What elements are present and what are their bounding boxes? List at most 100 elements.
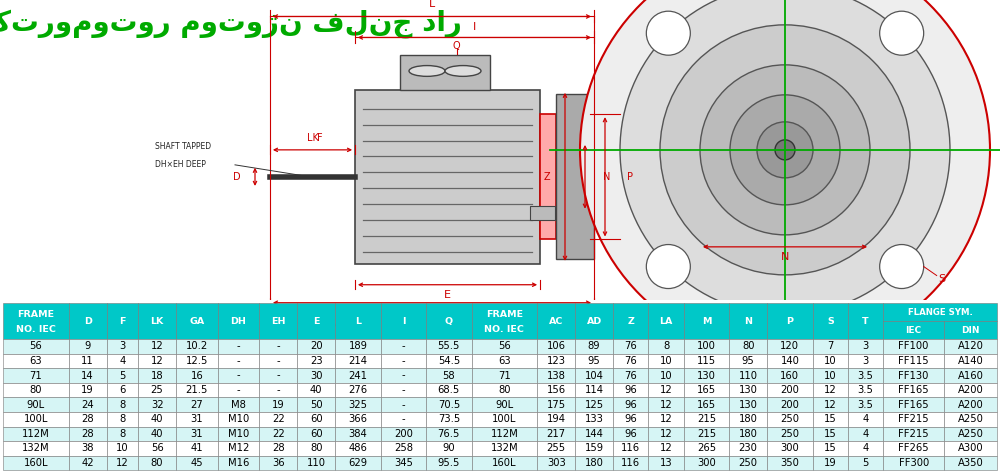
Bar: [176, 383, 218, 397]
Text: 19: 19: [272, 400, 285, 410]
Text: SHAFT TAPPED: SHAFT TAPPED: [155, 143, 211, 152]
Bar: [69, 339, 107, 354]
Bar: [813, 427, 848, 441]
Text: FRAME: FRAME: [17, 310, 54, 319]
Text: 250: 250: [739, 458, 758, 468]
Bar: [729, 368, 767, 383]
Text: 96: 96: [624, 400, 637, 410]
Text: 96: 96: [624, 385, 637, 395]
Text: -: -: [402, 385, 405, 395]
Ellipse shape: [646, 11, 690, 55]
Bar: [883, 427, 944, 441]
Text: 250: 250: [780, 414, 799, 424]
Text: DIN: DIN: [961, 326, 980, 335]
Text: 25: 25: [151, 385, 163, 395]
Bar: [648, 397, 684, 412]
Bar: [176, 303, 218, 339]
Bar: [381, 397, 426, 412]
Bar: [575, 427, 613, 441]
Text: 6: 6: [119, 385, 126, 395]
Bar: [69, 441, 107, 455]
Text: L: L: [429, 0, 435, 9]
Bar: [648, 354, 684, 368]
Text: A250: A250: [958, 429, 983, 439]
Bar: [537, 383, 575, 397]
Bar: [944, 354, 997, 368]
Bar: [537, 339, 575, 354]
Text: 255: 255: [547, 443, 566, 454]
Bar: [218, 397, 259, 412]
Bar: [138, 383, 176, 397]
Text: 4: 4: [863, 414, 869, 424]
Bar: [3, 397, 69, 412]
Text: 89: 89: [588, 341, 600, 351]
Bar: [883, 455, 944, 470]
Text: -: -: [237, 371, 240, 380]
Bar: [944, 368, 997, 383]
Text: IEC: IEC: [906, 326, 922, 335]
Bar: [297, 354, 335, 368]
Bar: [613, 441, 648, 455]
Bar: [335, 354, 381, 368]
Text: 12: 12: [824, 400, 837, 410]
Text: 20: 20: [310, 341, 323, 351]
Text: 90: 90: [443, 443, 455, 454]
Bar: [684, 397, 729, 412]
Text: 76: 76: [624, 371, 637, 380]
Bar: [684, 368, 729, 383]
Bar: [426, 427, 472, 441]
Text: D: D: [84, 317, 92, 326]
Text: 130: 130: [739, 400, 758, 410]
Bar: [556, 94, 594, 259]
Text: 76: 76: [624, 341, 637, 351]
Bar: [648, 339, 684, 354]
Text: 21.5: 21.5: [186, 385, 208, 395]
Bar: [883, 412, 944, 427]
Text: 100L: 100L: [492, 414, 517, 424]
Bar: [883, 441, 944, 455]
Bar: [537, 354, 575, 368]
Text: 15: 15: [824, 414, 837, 424]
Bar: [259, 427, 297, 441]
Text: S: S: [827, 317, 834, 326]
Text: FF300: FF300: [899, 458, 929, 468]
Bar: [176, 427, 218, 441]
Text: 138: 138: [547, 371, 566, 380]
Bar: [537, 427, 575, 441]
Text: الکتروموتور موتوژن فلنج دار: الکتروموتور موتوژن فلنج دار: [0, 9, 461, 38]
Bar: [613, 455, 648, 470]
Bar: [3, 368, 69, 383]
Bar: [530, 206, 555, 220]
Bar: [684, 455, 729, 470]
Text: 12: 12: [824, 385, 837, 395]
Bar: [259, 441, 297, 455]
Text: 10: 10: [824, 356, 837, 366]
Bar: [297, 368, 335, 383]
Text: 70.5: 70.5: [438, 400, 460, 410]
Text: 125: 125: [585, 400, 604, 410]
Text: 12: 12: [660, 429, 672, 439]
Bar: [944, 427, 997, 441]
Text: 10: 10: [660, 371, 672, 380]
Bar: [426, 339, 472, 354]
Bar: [767, 427, 813, 441]
Text: B5: B5: [321, 314, 349, 333]
Text: F: F: [119, 317, 126, 326]
Bar: [684, 339, 729, 354]
Text: 3.5: 3.5: [858, 371, 874, 380]
Bar: [3, 412, 69, 427]
Text: 130: 130: [739, 385, 758, 395]
Text: A250: A250: [958, 414, 983, 424]
Text: -: -: [402, 356, 405, 366]
Text: 71: 71: [29, 371, 42, 380]
Bar: [472, 427, 537, 441]
Text: 156: 156: [547, 385, 566, 395]
Text: 40: 40: [151, 429, 163, 439]
Bar: [648, 303, 684, 339]
Text: DH×EH DEEP: DH×EH DEEP: [155, 160, 206, 169]
Text: 7: 7: [827, 341, 833, 351]
Text: 80: 80: [30, 385, 42, 395]
Bar: [613, 383, 648, 397]
Text: -: -: [402, 371, 405, 380]
Bar: [537, 455, 575, 470]
